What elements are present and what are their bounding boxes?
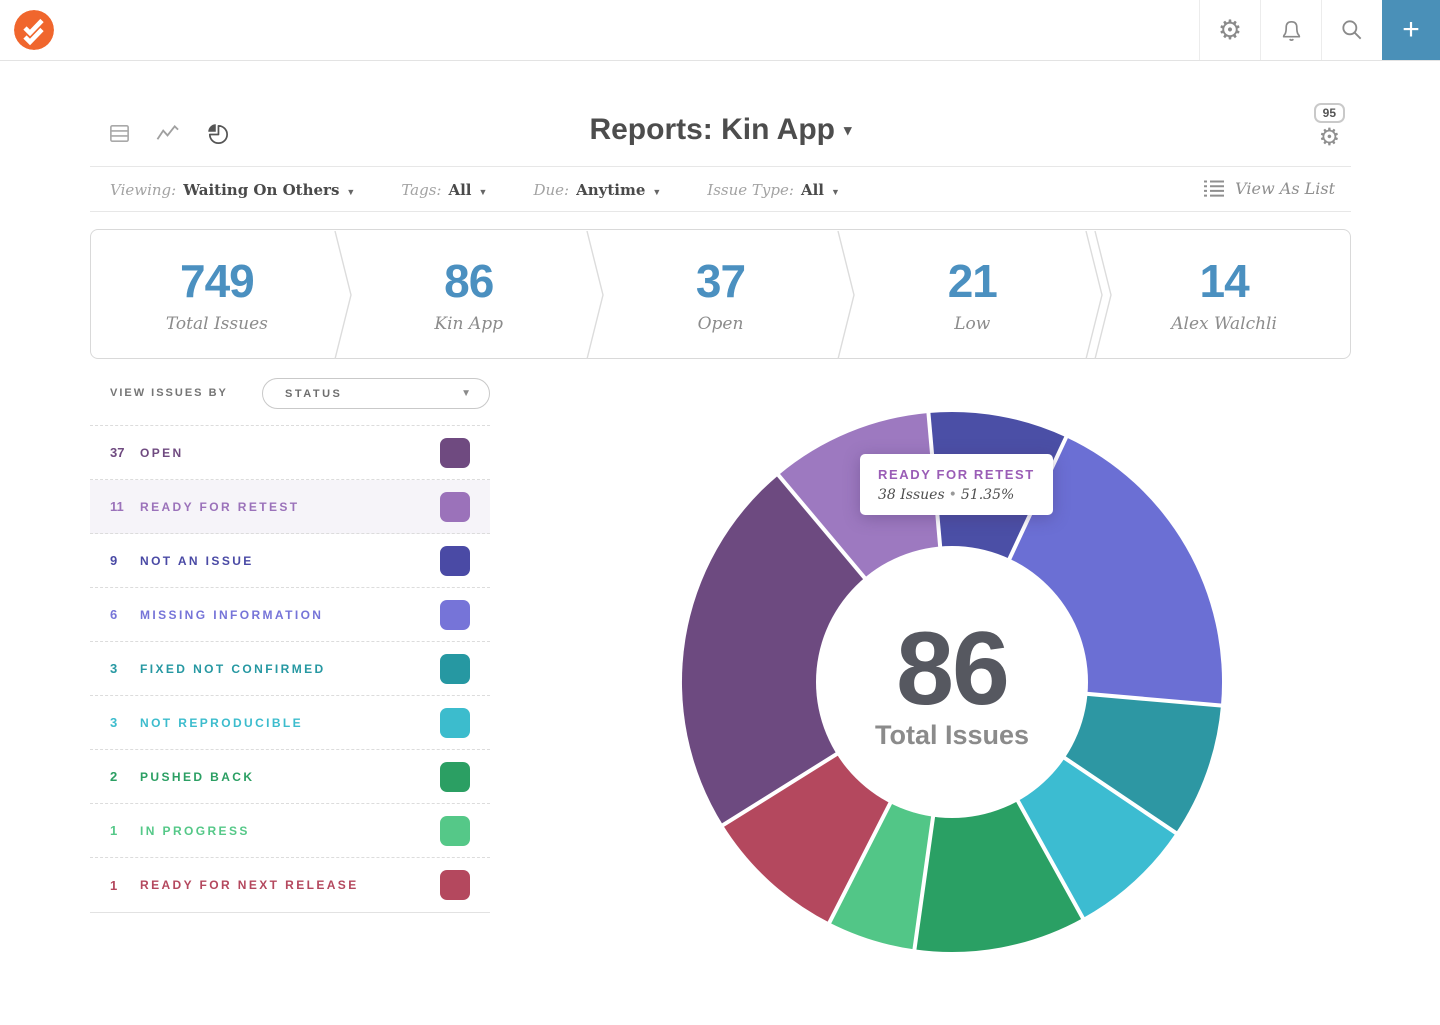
status-row-ready-for-retest[interactable]: 11 READY FOR RETEST	[90, 480, 490, 534]
donut-segment-open[interactable]	[681, 475, 952, 826]
filter-tags[interactable]: Tags: All ▼	[401, 180, 488, 199]
search-button[interactable]	[1321, 0, 1382, 60]
pie-view-icon[interactable]	[205, 121, 230, 146]
filter-bar: Viewing: Waiting On Others ▼ Tags: All ▼ Due: A…	[90, 168, 1351, 212]
status-list: 37 OPEN 11 READY FOR RETEST 9 NOT AN ISSUE 6 MI…	[90, 425, 490, 913]
group-by-dropdown[interactable]: STATUS ▼	[262, 377, 490, 409]
status-row-not-reproducible[interactable]: 3 NOT REPRODUCIBLE	[90, 696, 490, 750]
chevron-down-icon: ▾	[844, 122, 852, 139]
issues-by-panel: VIEW ISSUES BY STATUS ▼ 37 OPEN 11 READY FO…	[90, 376, 490, 913]
donut-chart: 86 Total Issues	[674, 404, 1230, 960]
top-bar: ⚙ +	[0, 0, 1440, 61]
segment-tooltip: READY FOR RETEST 38 Issues • 51.35%	[860, 454, 1053, 515]
page-title[interactable]: Reports: Kin App ▾	[589, 113, 852, 146]
status-row-pushed-back[interactable]: 2 PUSHED BACK	[90, 750, 490, 804]
status-color-swatch	[440, 491, 470, 522]
status-color-swatch	[440, 761, 470, 792]
filter-issue-type[interactable]: Issue Type: All ▼	[707, 180, 840, 199]
filter-due[interactable]: Due: Anytime ▼	[533, 180, 662, 199]
stats-breadcrumb: 749 Total Issues 86 Kin App 37 Open 21 Low 14 Ale…	[90, 229, 1351, 359]
status-color-swatch	[440, 707, 470, 738]
chevron-down-icon: ▼	[830, 186, 840, 197]
settings-button[interactable]: ⚙	[1199, 0, 1260, 60]
status-row-ready-for-next-release[interactable]: 1 READY FOR NEXT RELEASE	[90, 858, 490, 912]
status-row-not-an-issue[interactable]: 9 NOT AN ISSUE	[90, 534, 490, 588]
chevron-down-icon: ▼	[652, 186, 662, 197]
status-row-in-progress[interactable]: 1 IN PROGRESS	[90, 804, 490, 858]
filter-viewing[interactable]: Viewing: Waiting On Others ▼	[110, 180, 356, 199]
status-row-missing-information[interactable]: 6 MISSING INFORMATION	[90, 588, 490, 642]
stat-low[interactable]: 21 Low	[947, 255, 998, 334]
stat-alex-walchli[interactable]: 14 Alex Walchli	[1171, 255, 1277, 334]
chevron-down-icon: ▼	[461, 387, 471, 399]
gear-icon: ⚙	[1217, 14, 1243, 46]
stat-total-issues[interactable]: 749 Total Issues	[165, 255, 268, 334]
status-color-swatch	[440, 815, 470, 846]
report-settings-gear-icon[interactable]: ⚙	[1318, 123, 1341, 151]
app-logo-icon[interactable]	[14, 10, 54, 50]
stat-open[interactable]: 37 Open	[695, 255, 746, 334]
add-new-button[interactable]: +	[1382, 0, 1440, 60]
donut-center-value: 86	[896, 611, 1008, 727]
stat-kin-app[interactable]: 86 Kin App	[434, 255, 503, 334]
list-icon	[1204, 180, 1225, 197]
view-as-list-button[interactable]: View As List	[1203, 179, 1335, 198]
status-row-open[interactable]: 37 OPEN	[90, 426, 490, 480]
tooltip-detail: 38 Issues • 51.35%	[878, 487, 1015, 503]
status-row-fixed-not-confirmed[interactable]: 3 FIXED NOT CONFIRMED	[90, 642, 490, 696]
tooltip-title: READY FOR RETEST	[878, 467, 1035, 482]
chevron-down-icon: ▼	[478, 186, 488, 197]
notification-count-badge: 95	[1313, 103, 1345, 123]
notifications-button[interactable]	[1260, 0, 1321, 60]
bell-icon	[1282, 20, 1300, 41]
trend-view-icon[interactable]	[154, 122, 182, 145]
chevron-down-icon: ▼	[346, 186, 356, 197]
status-color-swatch	[440, 545, 470, 576]
view-issues-by-label: VIEW ISSUES BY	[110, 387, 228, 399]
report-header: Reports: Kin App ▾ 95 ⚙	[90, 100, 1351, 167]
status-color-swatch	[440, 437, 470, 468]
status-color-swatch	[440, 870, 470, 900]
list-view-icon[interactable]	[108, 122, 131, 145]
status-color-swatch	[440, 599, 470, 630]
search-icon	[1342, 20, 1362, 40]
donut-center-label: Total Issues	[875, 720, 1029, 750]
status-color-swatch	[440, 653, 470, 684]
